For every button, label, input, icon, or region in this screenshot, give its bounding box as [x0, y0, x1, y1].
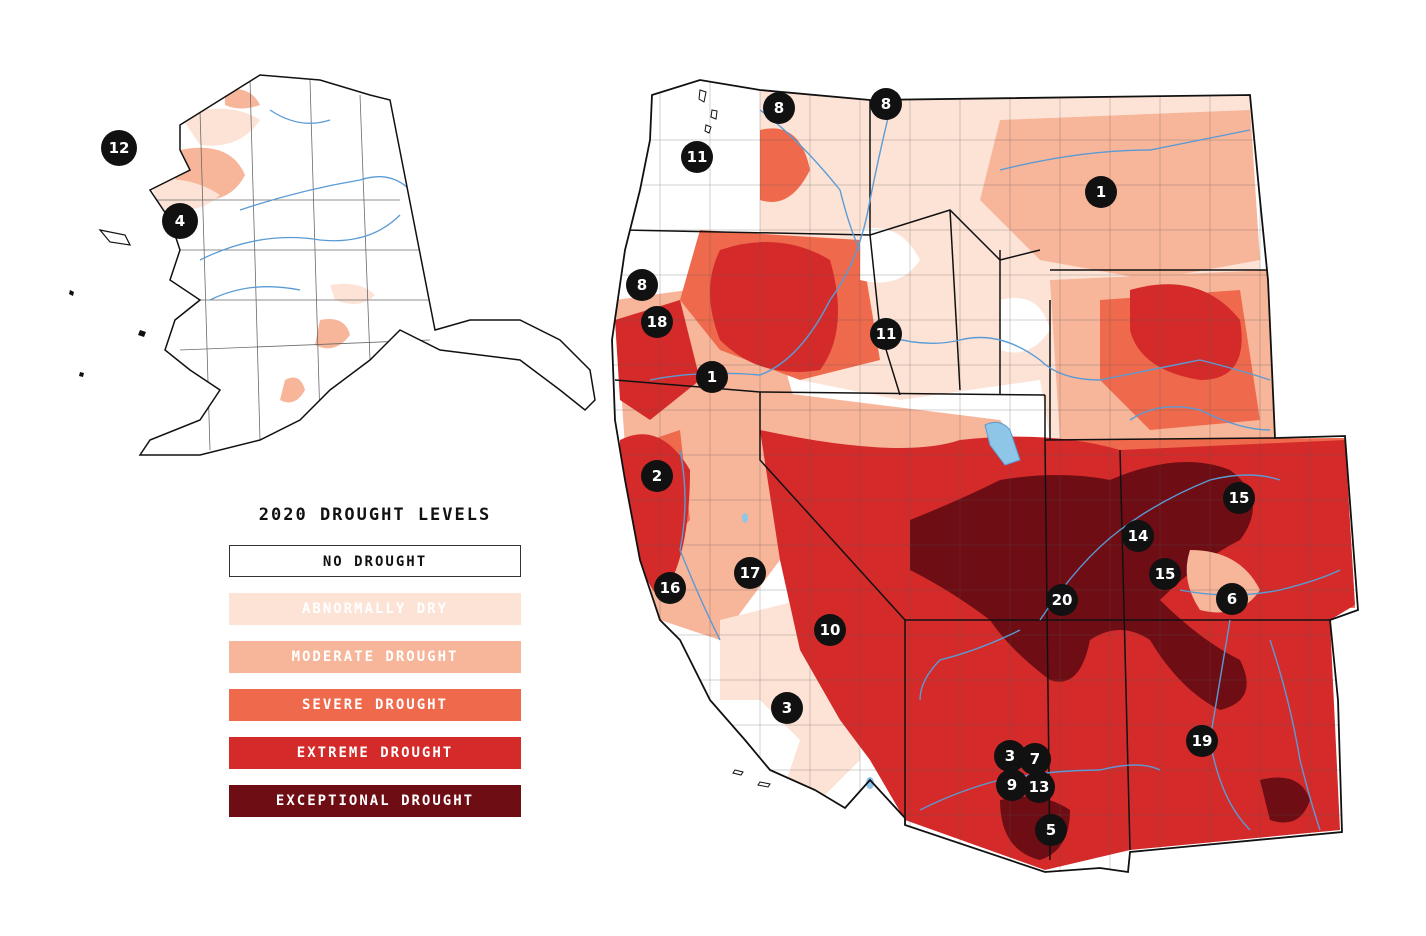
legend-item-abnormally-dry: ABNORMALLY DRY — [229, 593, 521, 625]
svg-text:15: 15 — [1229, 489, 1250, 507]
svg-text:2: 2 — [652, 467, 662, 485]
site-marker: 7 — [1019, 743, 1051, 775]
svg-text:8: 8 — [637, 276, 647, 294]
alaska — [69, 74, 596, 456]
svg-text:19: 19 — [1192, 732, 1213, 750]
site-marker: 10 — [814, 614, 846, 646]
site-marker: 14 — [1122, 520, 1154, 552]
site-marker: 5 — [1035, 814, 1067, 846]
site-marker: 9 — [996, 769, 1028, 801]
svg-text:15: 15 — [1155, 565, 1176, 583]
svg-text:20: 20 — [1052, 591, 1073, 609]
svg-text:7: 7 — [1030, 750, 1040, 768]
svg-text:4: 4 — [175, 212, 185, 230]
site-marker: 8 — [870, 88, 902, 120]
site-marker: 2 — [641, 460, 673, 492]
site-marker: 1 — [696, 361, 728, 393]
svg-text:16: 16 — [660, 579, 681, 597]
site-marker: 17 — [734, 557, 766, 589]
svg-text:11: 11 — [687, 148, 708, 166]
svg-text:1: 1 — [707, 368, 717, 386]
svg-text:3: 3 — [1005, 747, 1015, 765]
site-marker: 20 — [1046, 584, 1078, 616]
legend-item-exceptional-drought: EXCEPTIONAL DROUGHT — [229, 785, 521, 817]
svg-text:8: 8 — [774, 99, 784, 117]
site-marker: 4 — [162, 203, 198, 239]
svg-text:9: 9 — [1007, 776, 1017, 794]
svg-text:1: 1 — [1096, 183, 1106, 201]
svg-text:8: 8 — [881, 95, 891, 113]
svg-text:18: 18 — [647, 313, 668, 331]
legend-item-extreme-drought: EXTREME DROUGHT — [229, 737, 521, 769]
site-marker: 3 — [994, 740, 1026, 772]
site-marker: 11 — [681, 141, 713, 173]
svg-text:14: 14 — [1128, 527, 1149, 545]
site-marker: 1 — [1085, 176, 1117, 208]
site-marker: 19 — [1186, 725, 1218, 757]
site-marker: 13 — [1023, 771, 1055, 803]
site-marker: 15 — [1149, 558, 1181, 590]
site-marker: 16 — [654, 572, 686, 604]
legend-item-no-drought: NO DROUGHT — [229, 545, 521, 577]
legend-title: 2020 DROUGHT LEVELS — [258, 505, 492, 525]
legend: 2020 DROUGHT LEVELS NO DROUGHT ABNORMALL… — [229, 505, 521, 833]
site-marker: 8 — [763, 92, 795, 124]
svg-text:3: 3 — [782, 699, 792, 717]
svg-text:10: 10 — [820, 621, 841, 639]
site-marker: 18 — [641, 306, 673, 338]
site-marker: 3 — [771, 692, 803, 724]
legend-item-moderate-drought: MODERATE DROUGHT — [229, 641, 521, 673]
svg-text:11: 11 — [876, 325, 897, 343]
site-marker: 11 — [870, 318, 902, 350]
site-marker: 12 — [101, 130, 137, 166]
site-marker: 15 — [1223, 482, 1255, 514]
site-marker: 6 — [1216, 583, 1248, 615]
western-us — [611, 79, 1359, 873]
site-markers: 12 4 8 8 11 1 8 18 11 1 2 16 17 10 3 20 … — [101, 88, 1255, 846]
site-marker: 8 — [626, 269, 658, 301]
legend-item-severe-drought: SEVERE DROUGHT — [229, 689, 521, 721]
svg-text:5: 5 — [1046, 821, 1056, 839]
svg-text:6: 6 — [1227, 590, 1237, 608]
svg-text:12: 12 — [109, 139, 130, 157]
svg-text:17: 17 — [740, 564, 761, 582]
svg-text:13: 13 — [1029, 778, 1050, 796]
